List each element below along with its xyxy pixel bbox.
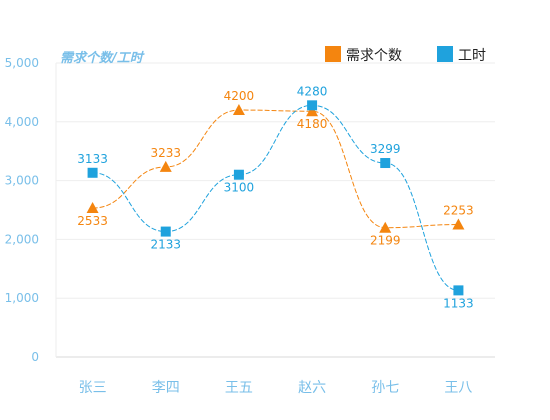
data-point-hours[interactable] <box>87 167 98 178</box>
data-label: 3233 <box>150 146 181 160</box>
series-layer: 2533 3233 4200 4180 2199 2253 3133 2133 3100 4280… <box>77 84 473 310</box>
data-point-demand[interactable] <box>306 105 319 117</box>
y-tick-label: 2,000 <box>5 232 39 246</box>
y-axis: 0 1,000 2,000 3,000 4,000 5,000 <box>5 56 57 364</box>
data-point-demand[interactable] <box>232 104 245 116</box>
y-tick-label: 0 <box>31 350 39 364</box>
y-tick-label: 4,000 <box>5 115 39 129</box>
data-point-hours[interactable] <box>160 226 171 237</box>
series-line-1 <box>92 104 459 291</box>
legend-swatch-demand[interactable] <box>325 46 341 62</box>
x-tick-label: 王八 <box>444 380 472 396</box>
data-point-demand[interactable] <box>86 202 99 214</box>
x-axis: 张三 李四 王五 赵六 孙七 王八 <box>79 380 473 396</box>
data-label: 2253 <box>443 204 474 218</box>
data-point-demand[interactable] <box>379 221 392 233</box>
data-label: 3299 <box>370 142 401 156</box>
x-tick-label: 张三 <box>79 380 107 396</box>
data-label: 3100 <box>224 181 255 195</box>
data-point-demand[interactable] <box>452 218 465 230</box>
data-label: 1133 <box>443 296 474 310</box>
x-tick-label: 赵六 <box>298 380 326 396</box>
data-label: 4200 <box>224 89 255 103</box>
series-line-0 <box>92 109 459 229</box>
data-point-hours[interactable] <box>380 158 391 169</box>
data-label: 4180 <box>297 117 328 131</box>
data-label: 3133 <box>77 152 108 166</box>
data-label: 2133 <box>150 238 181 252</box>
data-label: 2533 <box>77 214 108 228</box>
legend-label-hours[interactable]: 工时 <box>458 48 486 64</box>
data-label: 4280 <box>297 84 328 98</box>
data-point-hours[interactable] <box>307 100 318 111</box>
data-point-hours[interactable] <box>453 285 464 296</box>
legend: 需求个数 工时 <box>325 46 486 64</box>
y-tick-label: 3,000 <box>5 174 39 188</box>
x-tick-label: 王五 <box>225 380 253 396</box>
data-label: 2199 <box>370 234 401 248</box>
legend-label-demand[interactable]: 需求个数 <box>346 48 402 64</box>
data-point-demand[interactable] <box>159 160 172 172</box>
y-axis-label: 需求个数/工时 <box>60 50 145 66</box>
data-point-hours[interactable] <box>233 169 244 180</box>
y-tick-label: 1,000 <box>5 291 39 305</box>
x-tick-label: 李四 <box>152 380 180 396</box>
y-tick-label: 5,000 <box>5 56 39 70</box>
legend-swatch-hours[interactable] <box>437 46 453 62</box>
grid-lines <box>56 62 495 358</box>
x-tick-label: 孙七 <box>371 380 399 396</box>
